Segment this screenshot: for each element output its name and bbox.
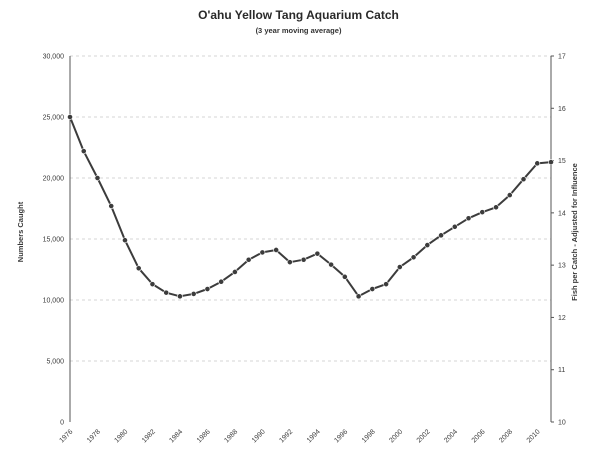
y-tick-label: 5,000 [46,359,64,366]
y2-tick-label: 13 [558,263,566,270]
data-point [534,160,541,167]
x-tick-label: 1988 [223,428,239,444]
x-tick-label: 1978 [86,428,102,444]
data-point [177,293,183,300]
x-tick-label: 2006 [471,428,487,444]
data-point [135,265,142,272]
x-tick-label: 1980 [113,428,129,444]
data-point [328,261,335,268]
data-point [493,204,499,211]
y-tick-label: 20,000 [43,176,65,183]
y-tick-label: 0 [60,420,64,427]
data-point [108,203,115,209]
data-point [204,286,211,292]
data-point [410,254,417,261]
right-y-axis-title: Fish per Catch - Adjusted for Influence [570,163,579,301]
data-point [232,269,238,275]
gridlines [70,55,551,362]
y2-tick-label: 14 [558,210,566,217]
data-point [273,247,280,253]
x-tick-label: 1984 [168,428,184,444]
y2-tick-label: 15 [558,158,566,165]
x-tick-label: 2008 [498,428,514,444]
x-tick-label: 1994 [306,428,322,444]
data-point [67,114,73,120]
x-tick-label: 2002 [416,428,432,444]
data-point [190,290,197,297]
data-point [163,289,170,296]
y-tick-label: 25,000 [43,115,65,122]
x-tick-label: 2010 [526,428,542,444]
x-tick-labels: 1976 1978 1980 1982 1984 1986 1988 1990 1992 1994… [58,428,541,444]
x-tick-label: 1998 [361,428,377,444]
y-tick-label: 10,000 [43,298,65,305]
series-line [69,116,552,298]
data-point [259,249,266,256]
data-point [80,148,87,155]
data-point [465,215,472,222]
data-point [94,175,101,181]
x-tick-label: 1976 [58,428,74,444]
data-point [149,281,156,288]
left-y-axis-title: Numbers Caught [16,201,25,262]
data-point [218,278,225,285]
data-point [300,256,307,263]
data-point [245,256,252,263]
data-point [341,273,348,280]
data-point [479,209,486,216]
x-tick-label: 1982 [141,428,157,444]
series-numbers-caught [67,114,554,300]
data-point [383,281,389,288]
x-tick-label: 1992 [278,428,294,444]
data-point [520,176,527,183]
y2-tick-label: 11 [558,367,565,374]
y-tick-label: 15,000 [43,237,65,244]
chart-title: O'ahu Yellow Tang Aquarium Catch [198,8,399,22]
data-point [451,223,458,230]
data-point [424,242,431,248]
data-point [396,264,403,270]
x-tick-label: 2000 [388,428,404,444]
x-tick-label: 1986 [196,428,212,444]
x-tick-label: 2004 [443,428,459,444]
y2-tick-label: 10 [558,420,566,427]
data-point [506,192,513,198]
data-point [548,159,554,166]
y-tick-label: 30,000 [43,54,65,61]
data-point [369,286,376,292]
left-y-tick-labels: 0 5,000 10,000 15,000 20,000 25,000 30,000 [43,54,65,427]
data-point [438,232,444,239]
data-point [286,259,293,266]
x-tick-label: 1996 [333,428,349,444]
y2-tick-label: 12 [558,315,566,322]
x-tick-label: 1990 [251,428,267,444]
right-y-tick-labels: 10 11 12 13 14 15 16 17 [551,54,566,427]
data-point [314,250,321,257]
chart-subtitle: (3 year moving average) [255,26,342,35]
y2-tick-label: 16 [558,106,566,113]
data-point [122,237,128,244]
data-point [355,293,362,300]
y2-tick-label: 17 [558,54,566,61]
